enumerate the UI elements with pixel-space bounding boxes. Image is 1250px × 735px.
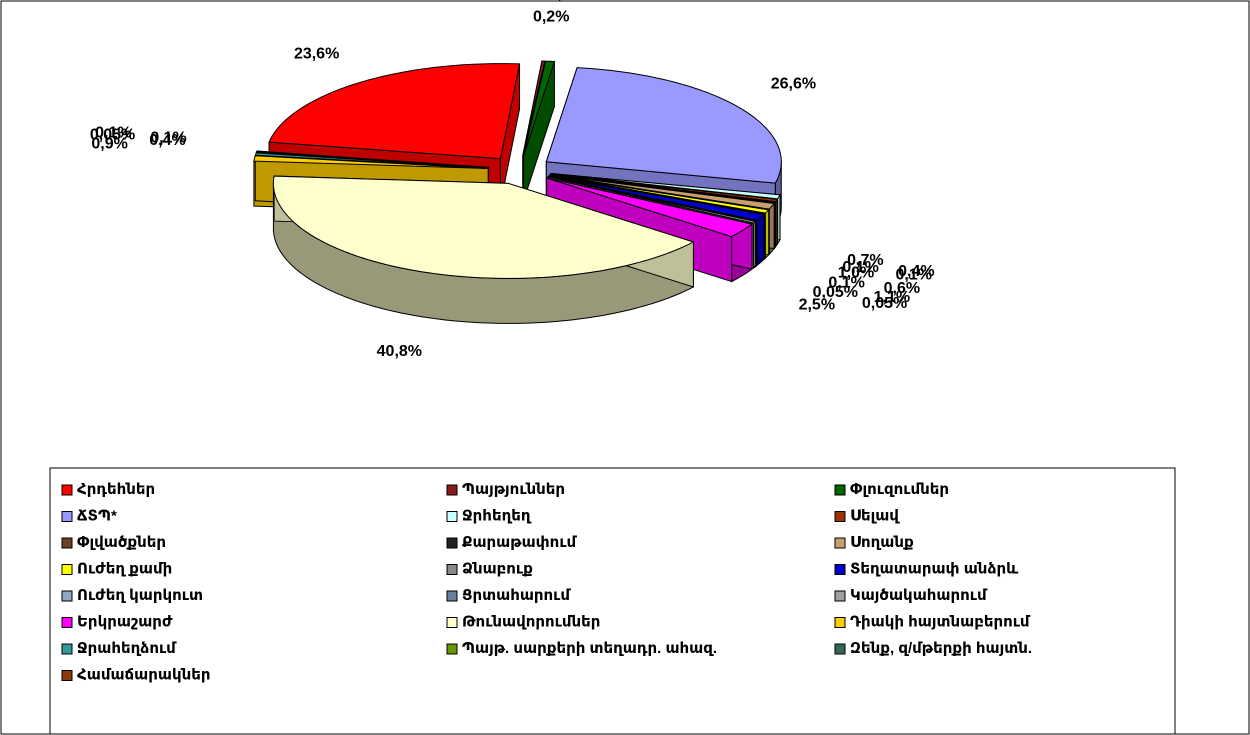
data-label: 0,1% xyxy=(95,125,131,142)
legend-swatch xyxy=(834,484,846,496)
data-label: 26,6% xyxy=(771,76,816,93)
slice xyxy=(522,60,546,156)
legend-label: Ուժեղ քամի xyxy=(77,560,172,577)
data-label: 1,1% xyxy=(874,289,910,306)
slice xyxy=(550,174,776,210)
legend-label: Զենք, զ/մթերքի հայտն. xyxy=(850,640,1032,657)
legend-swatch xyxy=(834,643,846,655)
legend-label: Տեղատարափ անձրև xyxy=(850,560,1019,577)
legend-label: Պայթ. սարքերի տեղադր. ահազ. xyxy=(462,640,717,657)
legend-label: Հրդեհներ xyxy=(77,481,155,498)
legend-box xyxy=(49,467,1176,735)
slice xyxy=(548,175,766,221)
data-label: 0,6% xyxy=(884,280,920,297)
data-label: 2,5% xyxy=(799,297,835,314)
legend-label: Ջրահեղձում xyxy=(77,640,177,657)
legend-swatch xyxy=(61,643,73,655)
legend-label: Ցրտահարում xyxy=(462,587,571,604)
slice xyxy=(547,176,757,224)
legend-label: Երկրաշարժ xyxy=(77,613,173,630)
legend-swatch xyxy=(446,511,458,522)
data-label: 0,1% xyxy=(842,259,878,276)
data-label: 1,0% xyxy=(838,265,874,282)
legend-swatch xyxy=(446,617,458,628)
data-label: 40,8% xyxy=(377,343,422,360)
legend-label: Թունավորումներ xyxy=(462,613,600,630)
legend-label: Ջրհեղեղ xyxy=(462,507,532,524)
legend-swatch xyxy=(834,537,846,549)
data-label: 0,4% xyxy=(149,132,185,149)
legend-label: Սելավ xyxy=(850,507,900,524)
legend-swatch xyxy=(834,590,846,602)
slice xyxy=(546,177,754,238)
slice xyxy=(272,175,695,279)
legend-swatch xyxy=(834,511,846,522)
data-label: 0,7% xyxy=(847,252,883,269)
slice xyxy=(523,60,556,156)
data-label: 0,1% xyxy=(828,274,864,291)
legend-swatch xyxy=(61,511,73,522)
data-label: 23,6% xyxy=(294,46,339,63)
data-label: 0,05% xyxy=(862,295,907,312)
legend-swatch xyxy=(446,484,458,496)
legend-label: Պայթյուններ xyxy=(462,481,565,498)
legend-label: Համաճարակներ xyxy=(77,666,211,683)
data-label: 0,05% xyxy=(813,284,858,301)
legend-swatch xyxy=(61,617,73,628)
legend-label: Փլուզումներ xyxy=(850,481,949,498)
legend-label: Քարաթափում xyxy=(462,534,578,551)
legend-swatch xyxy=(61,590,73,602)
legend-label: Սողանք xyxy=(850,534,914,551)
data-label: 0,6% xyxy=(548,0,584,3)
slice xyxy=(253,155,489,169)
legend-swatch xyxy=(61,670,73,681)
legend-swatch xyxy=(834,617,846,628)
legend-swatch xyxy=(834,564,846,575)
legend-label: Ուժեղ կարկուտ xyxy=(77,587,203,604)
data-label: 0,1% xyxy=(895,267,931,284)
slice xyxy=(268,63,521,160)
legend-label: ՃՏՊ* xyxy=(77,507,117,524)
data-label: 0,05% xyxy=(90,126,135,143)
legend-swatch xyxy=(446,643,458,655)
legend-swatch xyxy=(446,537,458,549)
data-label: 0,2% xyxy=(533,8,569,25)
slice xyxy=(549,175,767,215)
data-label: 0,1% xyxy=(150,129,186,146)
data-label: 0,9% xyxy=(91,135,127,152)
slice xyxy=(254,152,489,169)
slice xyxy=(545,67,782,184)
legend-label: Ձնաբուք xyxy=(462,560,533,577)
legend-label: Փլվածքներ xyxy=(77,534,166,551)
legend-swatch xyxy=(61,484,73,496)
legend-swatch xyxy=(446,590,458,602)
legend-swatch xyxy=(61,537,73,549)
legend-swatch xyxy=(61,564,73,575)
legend-label: Կայծակահարում xyxy=(850,587,988,604)
legend-swatch xyxy=(446,564,458,575)
legend-label: Դիակի հայտնաբերում xyxy=(850,613,1031,630)
data-label: 0,4% xyxy=(898,263,934,280)
